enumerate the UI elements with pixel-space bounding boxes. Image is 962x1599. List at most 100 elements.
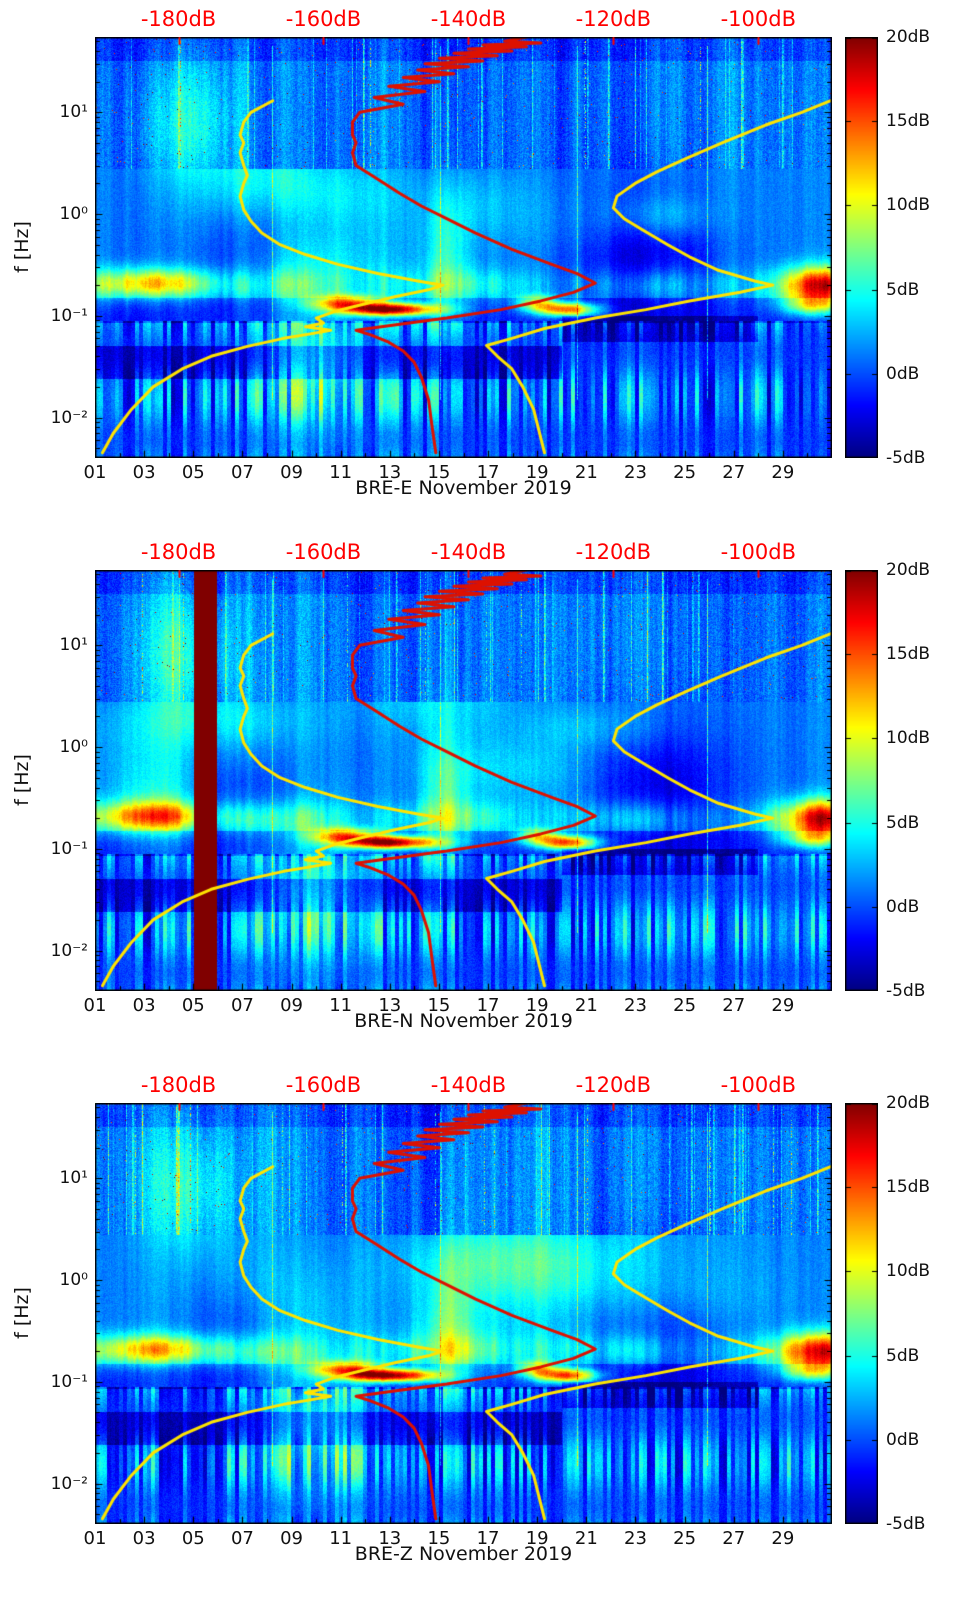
top-axis-tick-label: -140dB (430, 7, 507, 31)
x-axis-tick-label: 15 (427, 462, 451, 483)
x-axis-tick-label: 07 (230, 1528, 254, 1549)
colorbar-tick-label: 10dB (886, 195, 931, 216)
top-axis-tick-label: -100dB (720, 7, 796, 31)
y-axis-tick-label: 10⁰ (59, 1270, 88, 1291)
x-axis-tick-label: 21 (574, 995, 598, 1016)
x-axis-tick-label: 03 (132, 462, 156, 483)
x-axis-title: BRE-N November 2019 (354, 1010, 573, 1032)
x-axis-tick-label: 29 (771, 462, 795, 483)
x-axis-tick-label: 19 (525, 462, 549, 483)
top-axis-tick-label: -180dB (140, 1073, 217, 1097)
x-axis-tick-label: 17 (476, 462, 500, 483)
colorbar-tick-label: 0dB (886, 363, 920, 384)
spectrogram-panel-bre-z: f [Hz] BRE-Z November 2019 -180dB -160dB -… (0, 1066, 962, 1599)
x-axis-tick-label: 09 (280, 1528, 303, 1549)
colorbar-canvas (845, 37, 878, 458)
colorbar-tick-label: 0dB (886, 1429, 920, 1450)
top-axis-tick-label: -100dB (720, 540, 796, 564)
x-axis-tick-label: 23 (624, 995, 647, 1016)
top-axis-tick-label: -120dB (575, 540, 652, 564)
colorbar-tick-label: 10dB (886, 1261, 931, 1282)
x-axis-tick-label: 23 (624, 1528, 647, 1549)
y-axis-tick-label: 10⁰ (59, 204, 88, 225)
x-axis-tick-label: 09 (280, 462, 303, 483)
spectrogram-canvas (95, 1103, 832, 1524)
x-axis-tick-label: 13 (378, 1528, 402, 1549)
y-axis-tick-label: 10⁻¹ (50, 838, 88, 859)
spectrogram-canvas (95, 37, 832, 458)
colorbar-tick-label: 10dB (886, 728, 931, 749)
colorbar-canvas (845, 1103, 878, 1524)
x-axis-tick-label: 17 (476, 995, 500, 1016)
y-axis-tick-label: 10¹ (59, 1168, 88, 1189)
colorbar-tick-label: 15dB (886, 644, 931, 665)
x-axis-tick-label: 13 (378, 995, 402, 1016)
colorbar-tick-label: 5dB (886, 1345, 920, 1366)
x-axis-title: BRE-Z November 2019 (354, 1543, 573, 1565)
spectrogram-panel-bre-e: f [Hz] BRE-E November 2019 -180dB -160dB -… (0, 0, 962, 533)
x-axis-tick-label: 01 (83, 995, 107, 1016)
y-axis-tick-label: 10⁻² (50, 407, 88, 428)
colorbar-tick-label: 20dB (886, 1093, 931, 1113)
x-axis-title: BRE-E November 2019 (355, 477, 572, 499)
top-axis-tick-label: -160dB (285, 1073, 362, 1097)
top-axis-tick-label: -180dB (140, 7, 217, 31)
x-axis-tick-label: 29 (771, 995, 795, 1016)
x-axis-tick-label: 11 (329, 462, 353, 483)
x-axis-tick-label: 21 (574, 462, 598, 483)
y-axis-tick-label: 10⁰ (59, 737, 88, 758)
y-axis-tick-label: 10⁻¹ (50, 1371, 88, 1392)
x-axis-tick-label: 15 (427, 1528, 451, 1549)
top-axis-tick-label: -160dB (285, 540, 362, 564)
x-axis-tick-label: 23 (624, 462, 647, 483)
y-axis-title: f [Hz] (11, 221, 33, 273)
y-axis-tick-label: 10⁻² (50, 1473, 88, 1494)
spectrogram-panel-bre-n: f [Hz] BRE-N November 2019 -180dB -160dB -… (0, 533, 962, 1066)
top-axis-tick-label: -100dB (720, 1073, 796, 1097)
y-axis-tick-label: 10⁻¹ (50, 305, 88, 326)
top-axis-tick-label: -120dB (575, 1073, 652, 1097)
colorbar-tick-label: -5dB (886, 448, 926, 468)
x-axis-tick-label: 27 (722, 462, 746, 483)
colorbar-tick-label: -5dB (886, 981, 926, 1001)
x-axis-tick-label: 27 (722, 1528, 746, 1549)
colorbar-tick-label: 15dB (886, 1177, 931, 1198)
x-axis-tick-label: 05 (181, 462, 205, 483)
top-axis-tick-label: -120dB (575, 7, 652, 31)
x-axis-tick-label: 17 (476, 1528, 500, 1549)
x-axis-tick-label: 05 (181, 995, 205, 1016)
y-axis-title: f [Hz] (11, 754, 33, 806)
x-axis-tick-label: 25 (673, 1528, 697, 1549)
x-axis-tick-label: 09 (280, 995, 303, 1016)
x-axis-tick-label: 03 (132, 995, 156, 1016)
y-axis-title: f [Hz] (11, 1287, 33, 1339)
x-axis-tick-label: 27 (722, 995, 746, 1016)
top-axis-tick-label: -140dB (430, 1073, 507, 1097)
colorbar-tick-label: 20dB (886, 560, 931, 580)
x-axis-tick-label: 15 (427, 995, 451, 1016)
x-axis-tick-label: 25 (673, 462, 697, 483)
top-axis-tick-label: -180dB (140, 540, 217, 564)
x-axis-tick-label: 19 (525, 995, 549, 1016)
x-axis-tick-label: 01 (83, 1528, 107, 1549)
x-axis-tick-label: 19 (525, 1528, 549, 1549)
spectrogram-canvas (95, 570, 832, 991)
x-axis-tick-label: 13 (378, 462, 402, 483)
y-axis-tick-label: 10⁻² (50, 940, 88, 961)
colorbar-tick-label: 15dB (886, 111, 931, 132)
y-axis-tick-label: 10¹ (59, 635, 88, 656)
x-axis-tick-label: 07 (230, 462, 254, 483)
colorbar-tick-label: 0dB (886, 896, 920, 917)
colorbar-tick-label: -5dB (886, 1514, 926, 1534)
top-axis-tick-label: -160dB (285, 7, 362, 31)
colorbar-canvas (845, 570, 878, 991)
colorbar-tick-label: 5dB (886, 812, 920, 833)
x-axis-tick-label: 29 (771, 1528, 795, 1549)
x-axis-tick-label: 25 (673, 995, 697, 1016)
x-axis-tick-label: 07 (230, 995, 254, 1016)
x-axis-tick-label: 05 (181, 1528, 205, 1549)
x-axis-tick-label: 01 (83, 462, 107, 483)
x-axis-tick-label: 11 (329, 1528, 353, 1549)
x-axis-tick-label: 21 (574, 1528, 598, 1549)
